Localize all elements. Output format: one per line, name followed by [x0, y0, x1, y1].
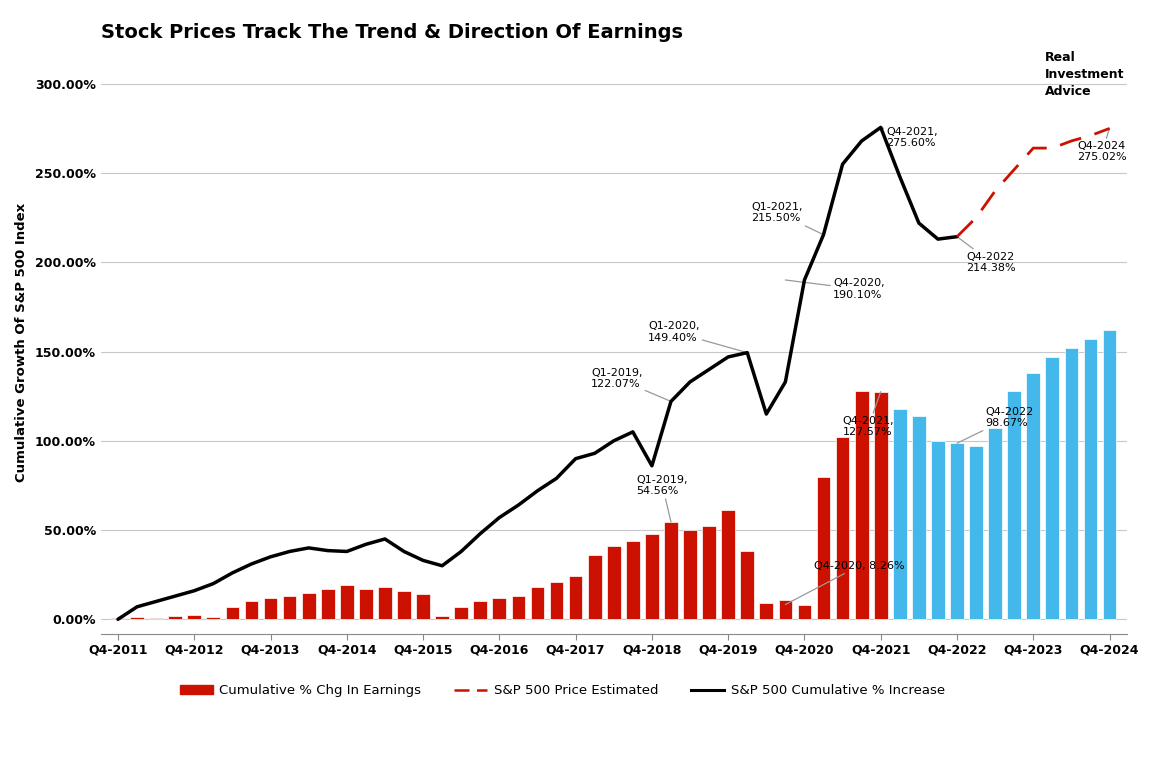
Text: Q4-2021,
127.57%: Q4-2021, 127.57%	[842, 392, 895, 438]
Text: Q4-2020,
190.10%: Q4-2020, 190.10%	[785, 278, 884, 300]
Bar	[816, 477, 830, 619]
Bar	[244, 601, 258, 619]
Bar	[530, 587, 544, 619]
Bar	[359, 589, 373, 619]
Bar	[588, 555, 602, 619]
Bar	[741, 551, 755, 619]
Bar	[665, 522, 677, 619]
Bar	[779, 600, 792, 619]
Text: Q4-2022
98.67%: Q4-2022 98.67%	[957, 407, 1034, 443]
Text: Q1-2019,
122.07%: Q1-2019, 122.07%	[591, 367, 670, 402]
Text: Q1-2019,
54.56%: Q1-2019, 54.56%	[637, 474, 688, 522]
Bar	[1084, 339, 1098, 619]
Bar	[207, 617, 221, 619]
Text: Real
Investment
Advice: Real Investment Advice	[1045, 51, 1125, 98]
Text: Q4-2022
214.38%: Q4-2022 214.38%	[957, 236, 1016, 273]
Text: Q4-2021,
275.60%: Q4-2021, 275.60%	[881, 127, 938, 148]
Text: Stock Prices Track The Trend & Direction Of Earnings: Stock Prices Track The Trend & Direction…	[100, 23, 683, 41]
Bar	[969, 446, 983, 619]
Bar	[683, 530, 697, 619]
Text: Q4-2020, 8.26%: Q4-2020, 8.26%	[785, 561, 904, 604]
Bar	[645, 534, 659, 619]
Bar	[1103, 330, 1117, 619]
Bar	[225, 607, 239, 619]
Legend: Cumulative % Chg In Earnings, S&P 500 Price Estimated, S&P 500 Cumulative % Incr: Cumulative % Chg In Earnings, S&P 500 Pr…	[174, 679, 951, 702]
Bar	[512, 596, 526, 619]
Bar	[454, 607, 468, 619]
Bar	[397, 590, 411, 619]
Bar	[1027, 373, 1041, 619]
Bar	[473, 601, 487, 619]
Bar	[550, 582, 563, 619]
Bar	[416, 594, 430, 619]
Bar	[187, 615, 201, 619]
Bar	[321, 589, 334, 619]
Bar	[798, 604, 812, 619]
Bar	[301, 593, 315, 619]
Bar	[378, 587, 391, 619]
Bar	[436, 615, 449, 619]
Bar	[759, 603, 773, 619]
Bar	[1045, 357, 1059, 619]
Text: Q1-2021,
215.50%: Q1-2021, 215.50%	[751, 201, 823, 235]
Text: Q1-2020,
149.40%: Q1-2020, 149.40%	[648, 321, 748, 352]
Y-axis label: Cumulative Growth Of S&P 500 Index: Cumulative Growth Of S&P 500 Index	[15, 203, 28, 482]
Bar	[150, 618, 164, 619]
Bar	[493, 598, 506, 619]
Bar	[950, 443, 964, 619]
Bar	[931, 441, 945, 619]
Bar	[722, 511, 735, 619]
Bar	[702, 526, 716, 619]
Bar	[569, 576, 583, 619]
Bar	[607, 546, 620, 619]
Bar	[130, 617, 144, 619]
Bar	[340, 586, 354, 619]
Bar	[283, 596, 297, 619]
Bar	[168, 615, 182, 619]
Bar	[855, 391, 869, 619]
Bar	[988, 428, 1002, 619]
Bar	[1064, 348, 1078, 619]
Bar	[874, 392, 888, 619]
Bar	[892, 409, 906, 619]
Bar	[912, 416, 926, 619]
Bar	[1007, 391, 1021, 619]
Text: Q4-2024
275.02%: Q4-2024 275.02%	[1077, 128, 1127, 162]
Bar	[626, 541, 640, 619]
Bar	[264, 598, 277, 619]
Bar	[836, 437, 849, 619]
